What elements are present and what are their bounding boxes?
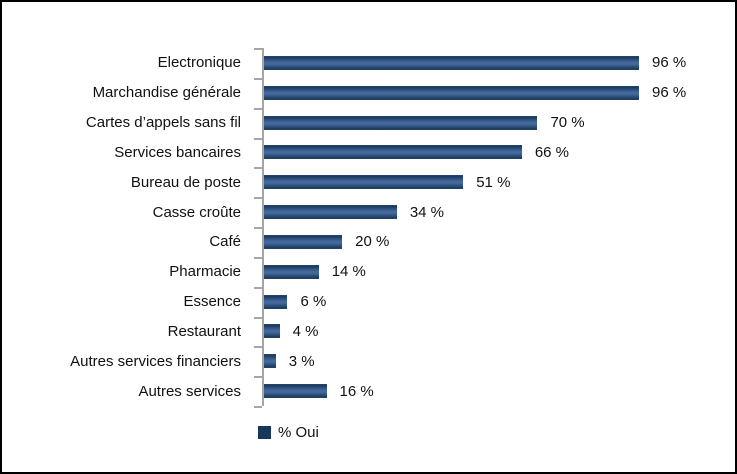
bar-zone: 16 %	[264, 383, 735, 400]
value-label: 96 %	[652, 84, 687, 102]
category-label: Cartes d’appels sans fil	[85, 114, 241, 132]
axis-tick	[254, 138, 262, 140]
legend-label: % Oui	[278, 424, 319, 441]
bar	[264, 175, 464, 190]
bar	[264, 264, 319, 279]
bar	[264, 354, 276, 369]
category-label: Autres services	[138, 382, 241, 400]
value-label: 14 %	[331, 263, 366, 281]
bar	[264, 384, 327, 399]
bar-zone: 3 %	[264, 353, 735, 370]
axis-tick	[254, 346, 262, 348]
value-label: 51 %	[476, 173, 511, 191]
chart-row: Electronique 96 %	[2, 48, 735, 78]
bar	[264, 55, 639, 70]
axis-tick	[254, 317, 262, 319]
value-label: 3 %	[288, 352, 315, 370]
plot-area: Electronique 96 % Marchandise générale 96 %…	[2, 48, 735, 408]
bar-zone: 4 %	[264, 323, 735, 340]
chart-row: Services bancaires 66 %	[2, 137, 735, 167]
value-label: 34 %	[409, 203, 445, 221]
category-label: Marchandise générale	[92, 84, 241, 102]
bar-zone: 20 %	[264, 233, 735, 250]
chart-row: Marchandise générale 96 %	[2, 78, 735, 108]
bar-zone: 6 %	[264, 293, 735, 310]
value-label: 16 %	[339, 382, 374, 400]
chart-row: Café 20 %	[2, 227, 735, 257]
axis-tick	[254, 227, 262, 229]
category-label: Electronique	[157, 54, 241, 72]
value-label: 6 %	[300, 293, 327, 311]
axis-tick	[254, 287, 262, 289]
bar	[264, 205, 397, 220]
bar	[264, 115, 538, 130]
axis-tick	[254, 197, 262, 199]
value-label: 96 %	[652, 54, 687, 72]
category-label: Pharmacie	[169, 263, 241, 281]
bar	[264, 294, 288, 309]
chart-row: Autres services 16 %	[2, 376, 735, 406]
category-label: Restaurant	[167, 322, 241, 340]
category-label: Autres services financiers	[70, 352, 241, 370]
axis-tick	[254, 257, 262, 259]
category-label: Services bancaires	[114, 143, 241, 161]
value-label: 4 %	[292, 322, 319, 340]
value-label: 70 %	[550, 114, 585, 132]
chart-rows: Electronique 96 % Marchandise générale 96 %…	[2, 48, 735, 406]
bar	[264, 85, 639, 100]
bar	[264, 145, 522, 160]
bar	[264, 234, 343, 249]
bar-zone: 34 %	[264, 204, 735, 221]
bar-zone: 51 %	[264, 174, 735, 191]
bar-zone: 66 %	[264, 144, 735, 161]
category-label: Casse croûte	[152, 203, 241, 221]
axis-tick	[254, 167, 262, 169]
bar	[264, 324, 280, 339]
chart-row: Cartes d’appels sans fil 70 %	[2, 108, 735, 138]
legend-swatch-icon	[258, 426, 271, 439]
value-label: 66 %	[534, 143, 570, 161]
axis-tick	[254, 376, 262, 378]
category-label: Café	[209, 233, 241, 251]
category-label: Essence	[183, 293, 241, 311]
axis-tick	[254, 108, 262, 110]
y-axis-line	[262, 48, 264, 406]
chart-row: Pharmacie 14 %	[2, 257, 735, 287]
bar-zone: 96 %	[264, 84, 735, 101]
chart-row: Autres services financiers 3 %	[2, 346, 735, 376]
axis-tick	[254, 78, 262, 80]
axis-tick	[254, 406, 262, 408]
chart-row: Restaurant 4 %	[2, 316, 735, 346]
axis-tick	[254, 48, 262, 50]
value-label: 20 %	[355, 233, 390, 251]
chart-row: Essence 6 %	[2, 287, 735, 317]
bar-zone: 70 %	[264, 114, 735, 131]
bar-zone: 96 %	[264, 54, 735, 71]
chart-row: Bureau de poste 51 %	[2, 167, 735, 197]
chart-row: Casse croûte 34 %	[2, 197, 735, 227]
bar-zone: 14 %	[264, 263, 735, 280]
legend: % Oui	[258, 424, 319, 441]
category-label: Bureau de poste	[130, 173, 241, 191]
